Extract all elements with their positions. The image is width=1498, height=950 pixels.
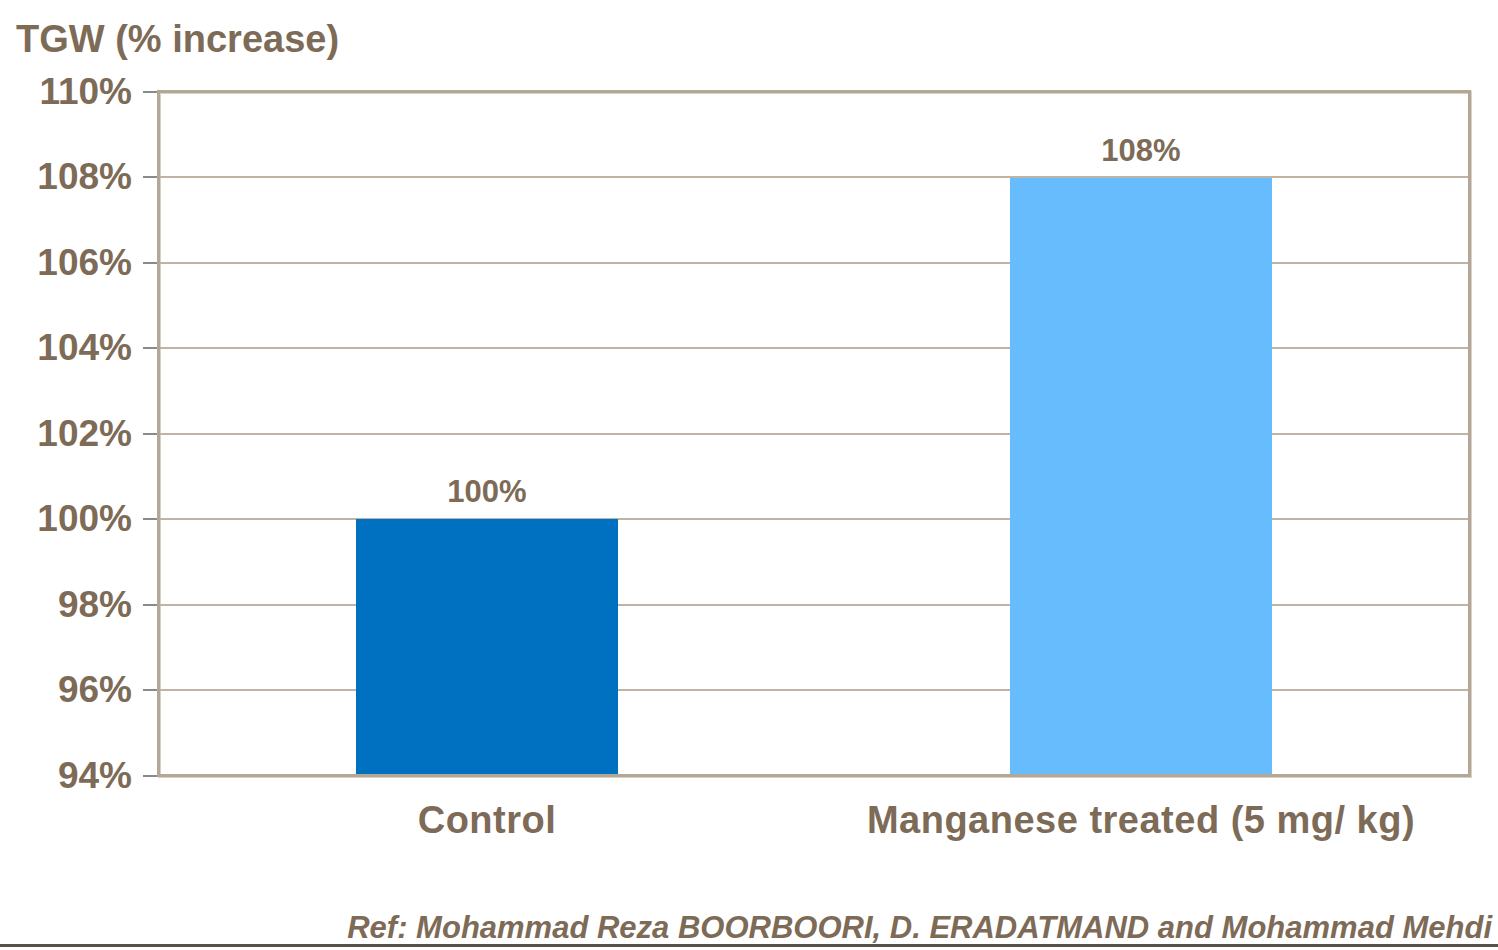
y-axis-tick — [143, 689, 157, 691]
y-axis-tick — [143, 604, 157, 606]
plot-inner — [160, 93, 1468, 774]
y-axis-tick-label: 110% — [0, 70, 132, 114]
bar-control — [356, 519, 618, 774]
plot-area — [157, 90, 1471, 777]
y-axis-tick — [143, 775, 157, 777]
x-axis-category-label: Manganese treated (5 mg/ kg) — [791, 799, 1491, 842]
y-axis-tick-label: 96% — [0, 668, 132, 712]
y-axis-tick-label: 108% — [0, 155, 132, 199]
bar-manganese-treated-5-mg-kg — [1010, 178, 1272, 774]
y-axis-tick — [143, 518, 157, 520]
y-axis-tick — [143, 176, 157, 178]
y-axis-tick — [143, 91, 157, 93]
y-axis-tick-label: 100% — [0, 497, 132, 541]
y-axis-tick-label: 106% — [0, 241, 132, 285]
y-axis-tick-label: 104% — [0, 326, 132, 370]
bottom-divider-line — [0, 944, 1498, 947]
reference-text: Ref: Mohammad Reza BOORBOORI, D. ERADATM… — [0, 910, 1492, 946]
y-axis-tick-label: 98% — [0, 583, 132, 627]
y-axis-tick — [143, 347, 157, 349]
y-axis-tick — [143, 262, 157, 264]
y-axis-tick-label: 102% — [0, 412, 132, 456]
y-axis-tick — [143, 433, 157, 435]
x-axis-category-label: Control — [137, 799, 837, 842]
chart-title: TGW (% increase) — [16, 18, 339, 61]
y-axis-tick-label: 94% — [0, 754, 132, 798]
